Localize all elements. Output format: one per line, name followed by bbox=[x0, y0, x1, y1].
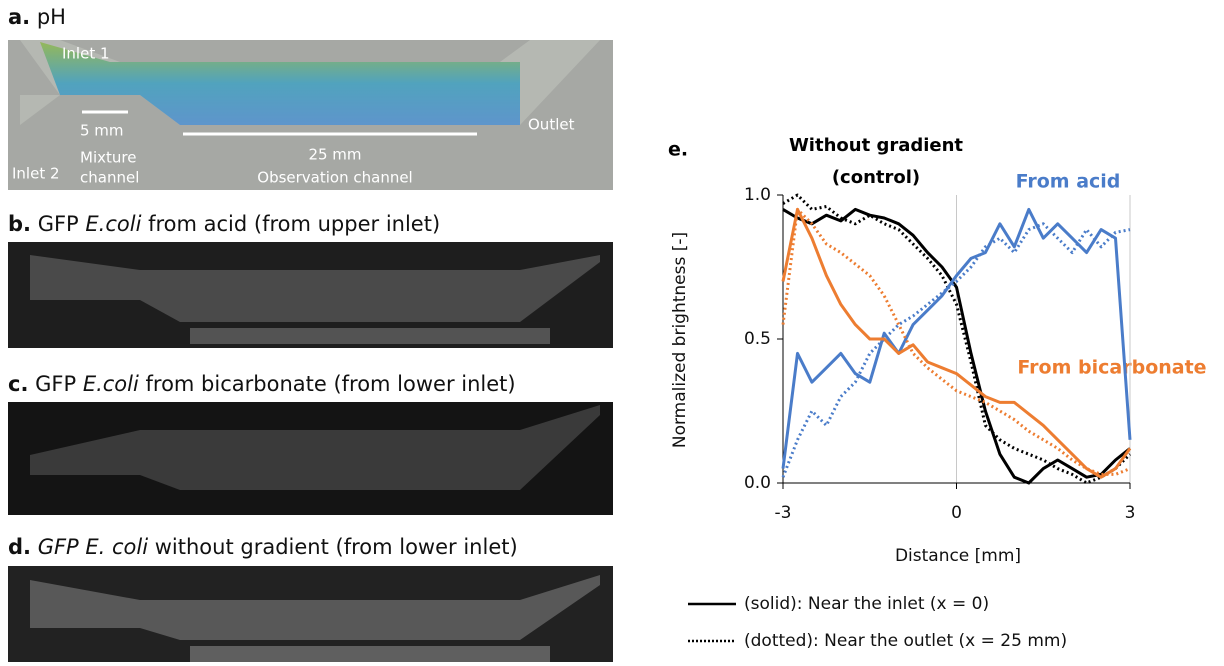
channel bbox=[40, 42, 520, 125]
data-line bbox=[781, 207, 1132, 469]
panel-label: e. bbox=[668, 139, 688, 161]
legend-entry: (solid): Near the inlet (x = 0) bbox=[744, 594, 989, 614]
panel-text: GFP bbox=[28, 372, 82, 396]
electrode bbox=[190, 328, 550, 344]
panel-title: d. GFP E. coli without gradient (from lo… bbox=[8, 535, 518, 559]
panel-text: E.coli bbox=[85, 212, 141, 236]
y-tick-label: 1.0 bbox=[744, 185, 771, 205]
panel-title: c. GFP E.coli from bicarbonate (from low… bbox=[8, 372, 516, 396]
data-line bbox=[781, 222, 1131, 478]
channel bbox=[30, 255, 600, 322]
annotation: Inlet 2 bbox=[12, 165, 60, 183]
annotation: channel bbox=[80, 169, 139, 187]
annotation: (control) bbox=[832, 167, 920, 188]
y-axis-label: Normalized brightness [-] bbox=[670, 232, 690, 448]
panel-title: a. pH bbox=[8, 5, 66, 29]
panel-text bbox=[31, 535, 38, 559]
panel-text: from acid (from upper inlet) bbox=[141, 212, 440, 236]
data-line bbox=[781, 207, 1131, 476]
electrode bbox=[190, 646, 550, 662]
annotation: From acid bbox=[1016, 171, 1121, 193]
panel-title: b. GFP E.coli from acid (from upper inle… bbox=[8, 212, 440, 236]
data-line bbox=[781, 207, 1132, 479]
annotation: Without gradient bbox=[789, 135, 963, 156]
legend-entry: (dotted): Near the outlet (x = 25 mm) bbox=[744, 631, 1067, 651]
panel-text: from bicarbonate (from lower inlet) bbox=[139, 372, 516, 396]
y-tick-label: 0.5 bbox=[744, 329, 771, 349]
panel-text: E.coli bbox=[83, 372, 139, 396]
x-tick-label: -3 bbox=[775, 503, 792, 523]
panel-text: GFP E. coli bbox=[38, 535, 149, 559]
y-tick-label: 0.0 bbox=[744, 473, 771, 493]
channel bbox=[30, 405, 600, 490]
panel-label: b. bbox=[8, 212, 31, 236]
annotation: Inlet 1 bbox=[62, 45, 110, 63]
x-tick-label: 3 bbox=[1125, 503, 1136, 523]
channel bbox=[30, 575, 600, 640]
annotation: Outlet bbox=[528, 116, 575, 134]
panel-label: a. bbox=[8, 5, 30, 29]
annotation: From bicarbonate bbox=[1017, 357, 1206, 379]
panel-text: pH bbox=[30, 5, 66, 29]
data-line bbox=[782, 193, 1132, 485]
data-line bbox=[782, 207, 1131, 485]
annotation: Observation channel bbox=[257, 169, 412, 187]
panel-label: c. bbox=[8, 372, 28, 396]
x-tick-label: 0 bbox=[951, 503, 962, 523]
annotation: 25 mm bbox=[308, 146, 361, 164]
panel-label: d. bbox=[8, 535, 31, 559]
x-axis-label: Distance [mm] bbox=[895, 546, 1021, 566]
annotation: Mixture bbox=[80, 149, 136, 167]
panel-text: without gradient (from lower inlet) bbox=[148, 535, 518, 559]
panel-text: GFP bbox=[31, 212, 85, 236]
annotation: 5 mm bbox=[80, 122, 124, 140]
